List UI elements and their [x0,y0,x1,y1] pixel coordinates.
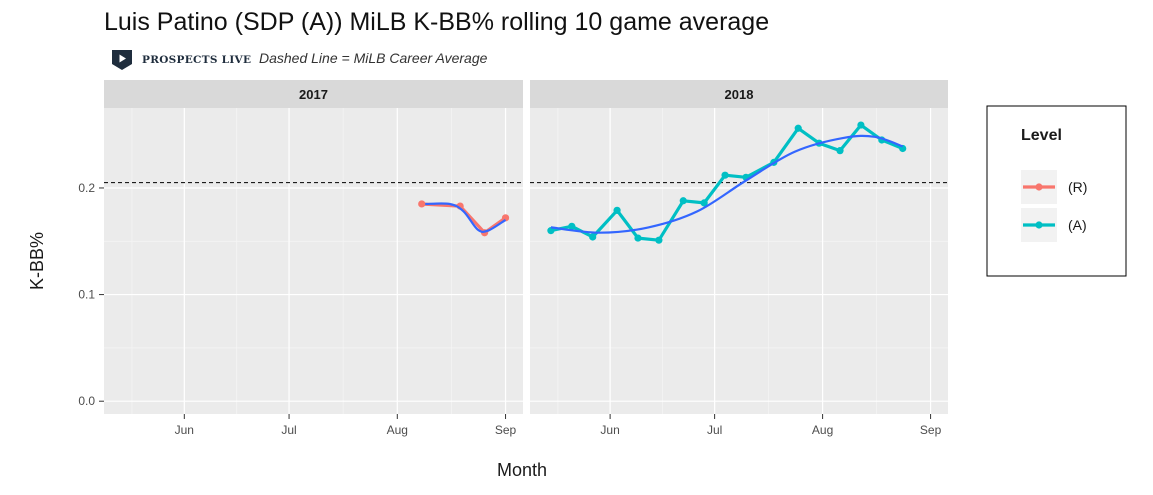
facet-strip [104,80,523,108]
y-tick-label: 0.0 [78,394,95,408]
smooth-trend-line [425,202,507,233]
chart-subtitle: Dashed Line = MiLB Career Average [259,50,488,66]
y-axis-title: K-BB% [27,232,47,290]
facet-strip-label: 2018 [725,87,754,102]
data-point [547,227,555,235]
facet-strip-label: 2017 [299,87,328,102]
x-tick-label: Sep [495,423,517,437]
x-tick-label: Sep [920,423,942,437]
legend-entry-label: (R) [1068,179,1087,195]
x-tick-label: Jul [281,423,296,437]
panel-background [104,108,523,414]
x-tick-label: Aug [387,423,408,437]
legend-key-point [1035,221,1043,229]
x-axis-title: Month [497,460,547,480]
facet-strip [530,80,948,108]
x-tick-label: Jul [707,423,722,437]
panel-background [530,108,948,414]
y-tick-label: 0.2 [78,181,95,195]
y-tick-label: 0.1 [78,288,95,302]
data-point [700,199,708,207]
facet-panel-2018: 2018 Jun Jul Aug Sep [530,80,948,437]
data-point [679,197,687,205]
x-tick-label: Jun [600,423,619,437]
data-point [655,236,663,244]
prospects-live-logo: PROSPECTS LIVE [111,49,251,71]
chart-title: Luis Patino (SDP (A)) MiLB K-BB% rolling… [104,8,770,36]
data-point [589,233,597,241]
data-point [794,124,802,132]
data-point [721,171,729,179]
legend-title: Level [1021,127,1062,144]
data-point [418,200,426,208]
data-point [836,147,844,155]
legend-entry-label: (A) [1068,217,1087,233]
logo-wordmark: PROSPECTS LIVE [142,54,252,66]
data-point [501,214,510,222]
data-point [568,222,576,230]
data-point [634,234,642,242]
x-tick-label: Jun [175,423,194,437]
data-point [613,206,621,214]
series-line-r [421,202,507,235]
legend-key-point [1035,183,1043,191]
x-tick-label: Aug [812,423,833,437]
data-point [857,121,865,129]
legend: Level (R) (A) [986,105,1127,277]
facet-panel-2017: 2017 Jun Jul Aug Sep [104,80,523,437]
shield-play-icon [112,50,132,70]
smooth-trend-line [550,134,904,234]
